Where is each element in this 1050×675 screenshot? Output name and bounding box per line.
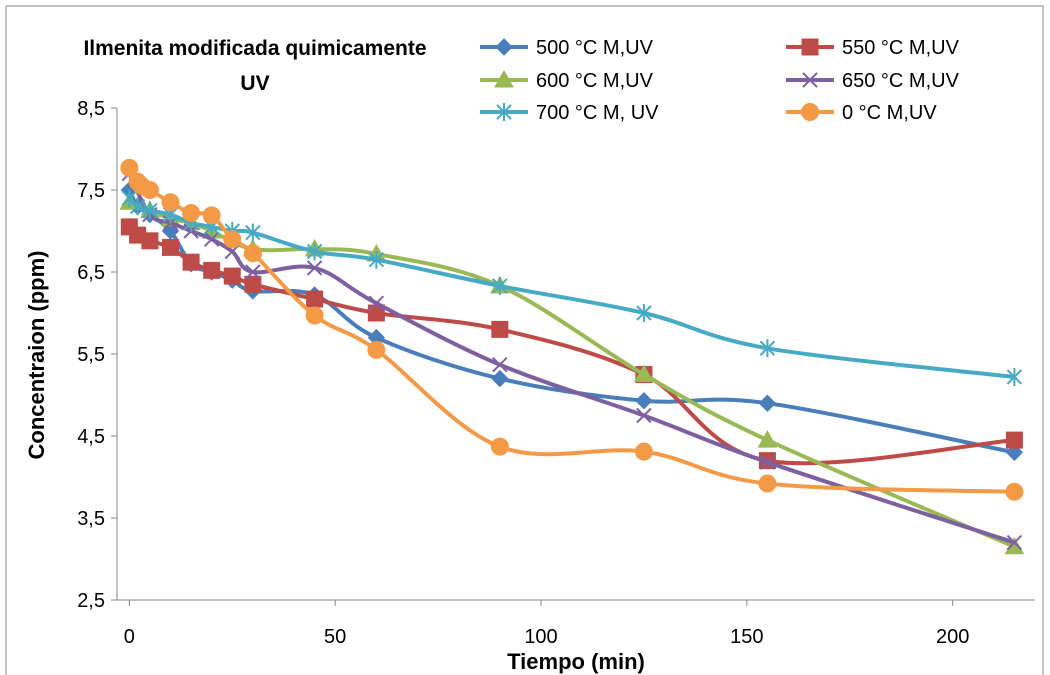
data-point (634, 442, 653, 461)
data-point (758, 394, 777, 412)
legend-item-700-c-m-uv: 700 °C M, UV (480, 102, 659, 124)
legend-marker (801, 38, 819, 56)
data-point (203, 231, 220, 247)
data-point (1006, 367, 1023, 386)
y-ticks: 2,5 3,5 4,5 5,5 6,5 7,5 8,5 (77, 98, 117, 612)
legend-item-500-c-m-uv: 500 °C M,UV (480, 37, 654, 59)
data-point (141, 232, 159, 250)
legend-label: 700 °C M, UV (536, 102, 659, 124)
y-tick-label: 7,5 (77, 180, 105, 202)
data-point (635, 392, 653, 410)
y-tick-label: 4,5 (77, 426, 105, 448)
data-point (1005, 482, 1024, 501)
legend-marker (494, 69, 514, 88)
data-point (120, 158, 139, 177)
x-tick-label: 150 (730, 626, 763, 648)
legend-marker (802, 72, 818, 88)
data-point (367, 340, 386, 359)
data-point (129, 197, 146, 216)
y-tick-label: 3,5 (77, 508, 105, 530)
data-point (1005, 431, 1023, 449)
y-tick-label: 6,5 (77, 262, 105, 284)
y-tick-label: 5,5 (77, 344, 105, 366)
data-point (243, 244, 262, 263)
data-point (636, 407, 652, 424)
data-point (223, 267, 241, 285)
data-point (306, 290, 324, 308)
data-point (140, 181, 159, 199)
axes: 2,5 3,5 4,5 5,5 6,5 7,5 8,5 0 50 100 150 200 (77, 98, 1035, 648)
data-point (368, 250, 385, 269)
legend-label: 500 °C M,UV (536, 37, 654, 59)
x-tick-label: 100 (524, 626, 557, 648)
data-point (759, 339, 776, 358)
data-point (245, 264, 261, 280)
data-point (203, 261, 221, 279)
legend-item-600-c-m-uv: 600 °C M,UV (480, 69, 654, 92)
data-point (636, 304, 652, 322)
chart-title-line-2: UV (240, 72, 269, 95)
legend-marker (801, 103, 819, 121)
legend-marker (495, 38, 513, 56)
y-axis-title: Concentraion (ppm) (24, 251, 49, 460)
data-point (182, 203, 201, 222)
data-point (368, 295, 385, 311)
data-point (491, 369, 509, 388)
data-point (162, 238, 180, 256)
legend-label: 550 °C M,UV (842, 37, 960, 59)
data-point (182, 253, 200, 271)
legend-label: 600 °C M,UV (536, 70, 654, 92)
data-point (634, 364, 654, 382)
x-axis-title: Tiempo (min) (507, 649, 645, 674)
y-tick-label: 2,5 (77, 590, 105, 612)
legend-label: 650 °C M,UV (842, 70, 960, 92)
x-tick-label: 50 (324, 626, 346, 648)
data-point (305, 306, 324, 325)
data-point (142, 201, 158, 220)
legend: 500 °C M,UV 550 °C M,UV 600 °C M,UV 650 °C … (480, 37, 960, 124)
data-point (245, 223, 261, 242)
data-point (202, 206, 221, 225)
chart-title-line-1: Ilmenita modificada quimicamente (83, 37, 426, 60)
legend-item-650-c-m-uv: 650 °C M,UV (786, 70, 960, 92)
data-point (757, 430, 778, 448)
data-point (161, 193, 180, 212)
data-point (759, 454, 776, 470)
y-tick-label: 8,5 (77, 98, 105, 120)
legend-marker (496, 103, 512, 121)
data-point (306, 260, 323, 276)
data-point (490, 437, 509, 456)
data-point (223, 230, 242, 249)
legend-label: 0 °C M,UV (842, 102, 937, 124)
data-point (492, 356, 508, 373)
series-line (127, 196, 1017, 379)
x-tick-label: 200 (936, 626, 969, 648)
legend-item-550-c-m-uv: 550 °C M,UV (786, 37, 960, 59)
data-point (491, 320, 509, 338)
chart-frame (5, 5, 1044, 675)
x-tick-label: 0 (124, 626, 135, 648)
data-point (306, 242, 323, 261)
x-ticks: 0 50 100 150 200 (124, 600, 969, 648)
data-point (492, 276, 508, 295)
legend-item-0-c-m-uv: 0 °C M,UV (786, 102, 937, 124)
data-point (1006, 534, 1023, 551)
data-point (244, 275, 262, 293)
series-group (119, 158, 1025, 555)
data-point (758, 474, 777, 493)
series-0-c-m-uv (120, 158, 1024, 501)
